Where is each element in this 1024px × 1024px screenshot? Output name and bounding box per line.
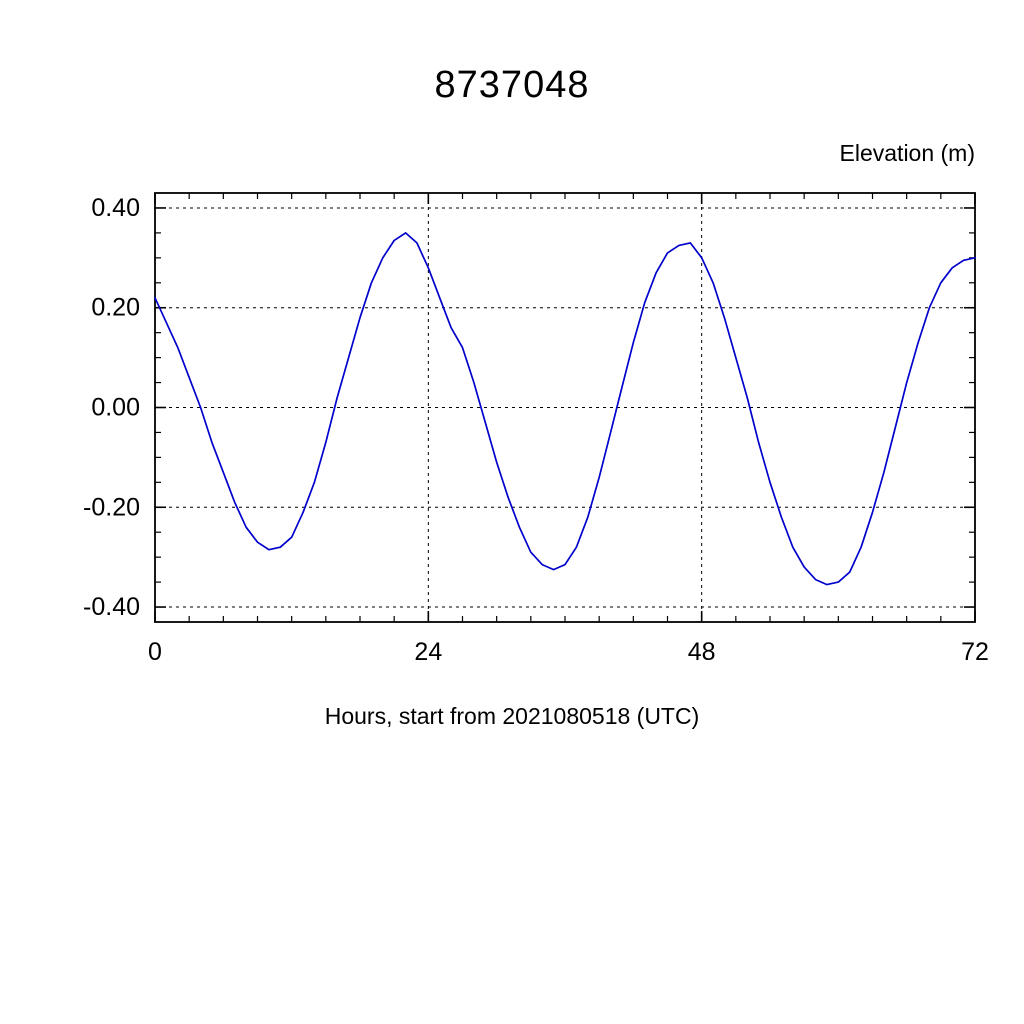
- y-tick-label: 0.20: [91, 294, 140, 322]
- chart-title: 8737048: [434, 64, 590, 106]
- x-tick-label: 72: [961, 638, 989, 666]
- y-tick-label: -0.40: [83, 593, 140, 621]
- x-tick-label: 48: [688, 638, 716, 666]
- plot-frame: [154, 192, 976, 623]
- y-tick-label: 0.00: [91, 394, 140, 422]
- x-tick-label: 0: [148, 638, 162, 666]
- x-axis-label: Hours, start from 2021080518 (UTC): [324, 703, 700, 729]
- x-tick-label: 24: [414, 638, 442, 666]
- y-axis-unit-label: Elevation (m): [839, 140, 975, 166]
- y-tick-label: 0.40: [91, 194, 140, 222]
- tide-series-line: [154, 232, 976, 586]
- y-tick-label: -0.20: [83, 493, 140, 521]
